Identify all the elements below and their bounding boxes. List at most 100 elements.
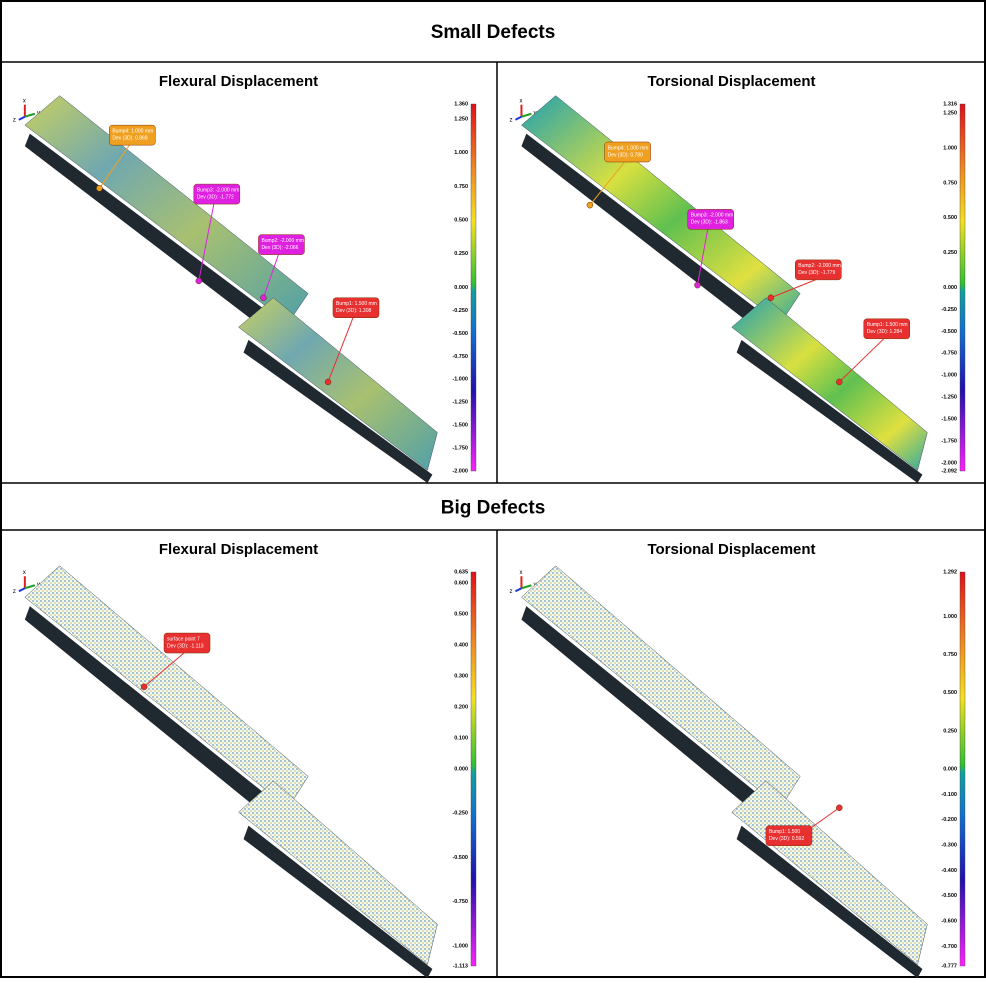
scale-label: 1.000 (943, 614, 957, 620)
scale-label: 1.000 (454, 150, 468, 156)
callout-box (109, 124, 156, 146)
scale-label: -0.400 (941, 868, 957, 874)
callout-text: Bump2: -2.000 mm (261, 238, 304, 244)
scale-label: 0.000 (943, 766, 957, 772)
scale-label: -0.250 (452, 308, 468, 314)
callout-text: Dev (3D): 1.284 (867, 329, 903, 335)
callout-box (193, 183, 241, 205)
scale-label: 0.300 (454, 673, 468, 679)
beam-shadow (521, 133, 781, 340)
scale-label: -0.500 (452, 855, 468, 861)
callout-text: Dev (3D): -1.863 (691, 220, 728, 226)
scale-label: 0.000 (454, 285, 468, 291)
beam-part (238, 297, 438, 471)
scale-label: 0.250 (943, 250, 957, 256)
callout-text: Bump3: -2.000 mm (197, 187, 240, 193)
beam-part (521, 95, 801, 324)
triad-y (24, 112, 36, 118)
scale-label: 0.500 (454, 217, 468, 223)
scale-label: 1.360 (454, 101, 468, 107)
scale-label: 0.635 (454, 569, 468, 575)
beam-part (731, 780, 928, 966)
callout-leader (327, 317, 354, 383)
scale-label: 0.250 (454, 251, 468, 257)
scale-label: 1.250 (454, 116, 468, 122)
callout-leader (262, 254, 279, 298)
callout-box (765, 825, 813, 846)
scale-label: -0.500 (452, 331, 468, 337)
scale-label: 0.000 (943, 285, 957, 291)
callout-text: Bump1: 1.500 mm (867, 322, 908, 328)
scale-label: -0.750 (941, 351, 957, 357)
scale-label: 0.500 (454, 611, 468, 617)
scale-label: -0.300 (941, 843, 957, 849)
triad-label: z (13, 589, 16, 595)
section-title: Small Defects (431, 22, 556, 43)
scale-label: 1.316 (943, 101, 957, 107)
callout-text: Dev (3D): -2.066 (261, 245, 298, 251)
defect-point (195, 277, 203, 285)
scale-label: -1.000 (452, 377, 468, 383)
callout-text: Dev (3D): 0.780 (608, 152, 644, 158)
scale-label: -0.750 (452, 899, 468, 905)
scale-label: -0.777 (941, 963, 957, 969)
triad-z (515, 115, 522, 121)
scale-label: -1.500 (941, 417, 957, 423)
scale-label: -0.250 (941, 307, 957, 313)
beam-shadow (736, 825, 923, 978)
scale-label: 0.750 (943, 180, 957, 186)
scale-label: -1.000 (941, 373, 957, 379)
scale-label: 0.200 (454, 704, 468, 710)
defect-point (836, 378, 843, 386)
scale-label: -1.750 (452, 446, 468, 452)
scale-label: 0.100 (454, 735, 468, 741)
triad-label: z (13, 117, 16, 123)
color-bar (959, 571, 966, 967)
triad-z (515, 587, 522, 593)
scale-label: -0.200 (941, 817, 957, 823)
beam-part (521, 565, 801, 809)
defect-point (586, 201, 594, 209)
scale-label: 0.500 (943, 215, 957, 221)
beam-part (24, 95, 309, 324)
defect-point (836, 804, 843, 812)
defect-point (260, 294, 267, 302)
triad-label: y (37, 110, 40, 116)
triad-z (18, 115, 26, 121)
triad-y (24, 584, 36, 590)
scale-label: -0.100 (941, 792, 957, 798)
callout-box (687, 209, 734, 230)
callout-box (163, 632, 211, 654)
callout-leader (589, 161, 625, 206)
triad-label: x (23, 98, 26, 104)
triad-y (521, 112, 532, 118)
scale-label: 0.750 (454, 184, 468, 190)
scale-label: 1.000 (943, 146, 957, 152)
defect-point (140, 683, 148, 691)
callout-leader (770, 279, 816, 299)
scale-label: -0.700 (941, 944, 957, 950)
scale-label: -0.600 (941, 919, 957, 925)
callout-text: surface point 7 (167, 636, 200, 642)
callout-text: Dev (3D): -1.113 (167, 643, 204, 649)
panel-title: Flexural Displacement (159, 73, 318, 90)
beam-shadow (243, 825, 433, 978)
callout-text: Bump4: 1.000 mm (608, 145, 649, 151)
callout-text: Bump4: 1.000 mm (112, 128, 153, 134)
triad-z (18, 587, 26, 593)
scale-label: -1.250 (452, 400, 468, 406)
beam-shadow (521, 606, 781, 826)
callout-text: Dev (3D): 0.868 (112, 135, 148, 141)
defect-point (324, 378, 332, 386)
scale-label: 0.250 (943, 728, 957, 734)
callout-text: Bump3: -2.000 mm (691, 213, 734, 219)
beam-part (24, 565, 309, 809)
color-bar (470, 103, 477, 472)
triad-label: x (23, 570, 26, 576)
defect-point (96, 185, 103, 192)
callout-leader (696, 229, 709, 286)
color-bar (470, 571, 477, 967)
callout-text: Bump1: 1.500 mm (336, 301, 377, 307)
triad-label: z (509, 117, 512, 123)
